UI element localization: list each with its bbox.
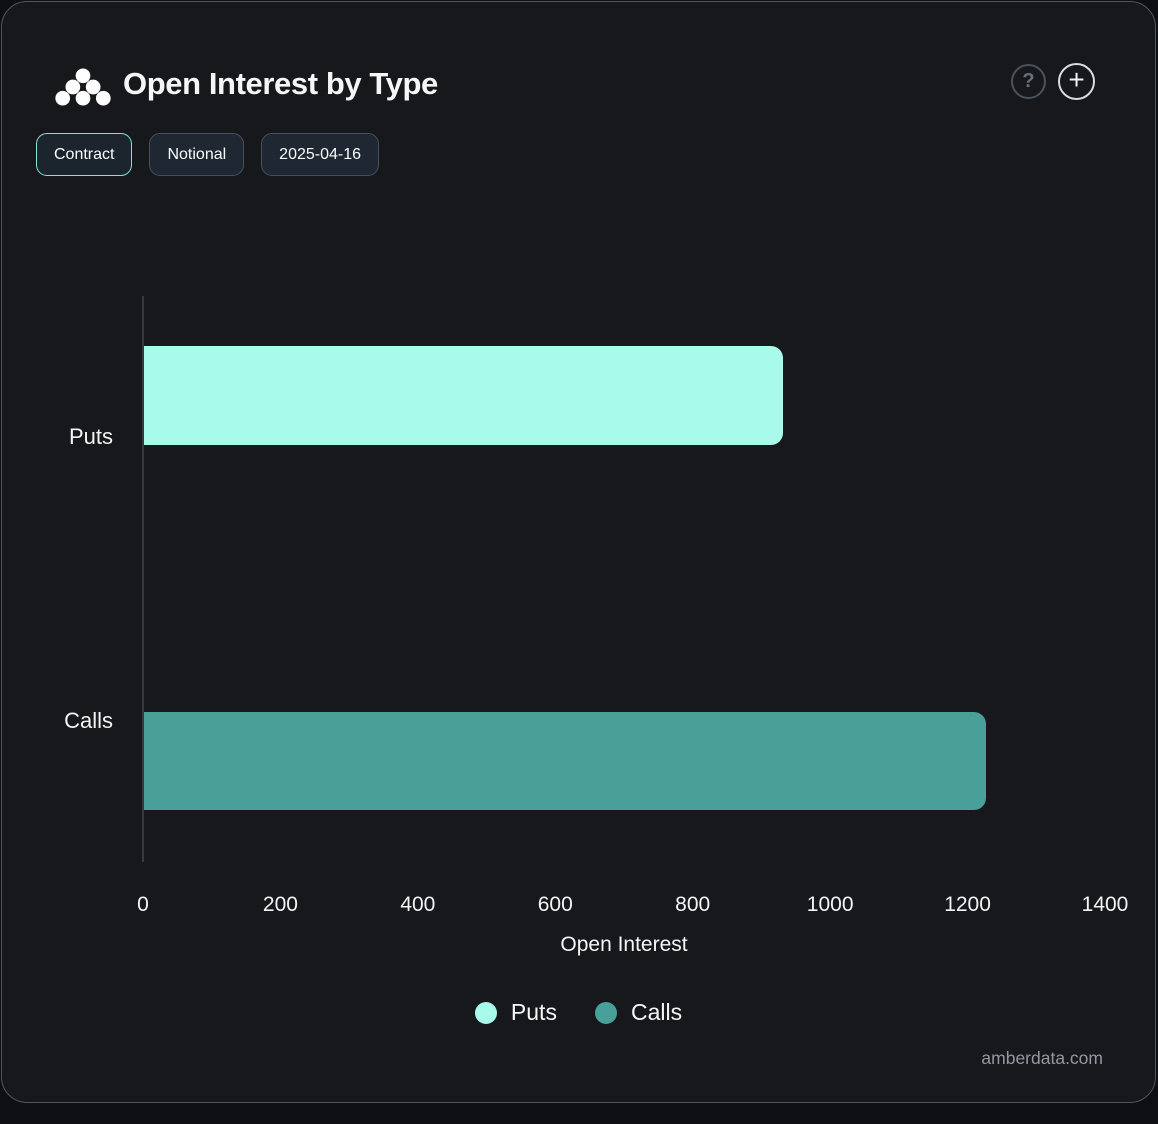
x-tick-600: 600 <box>537 893 573 916</box>
toggle-contract[interactable]: Contract <box>36 133 133 176</box>
x-axis-ticks: 0 200 400 600 800 1000 1200 1400 <box>137 893 1128 923</box>
page-title: Open Interest by Type <box>123 66 438 101</box>
chart-card: Open Interest by Type ? + Contract Notio… <box>1 1 1156 1103</box>
x-tick-800: 800 <box>675 893 711 916</box>
legend-item-puts[interactable]: Puts <box>474 999 557 1026</box>
y-tick-calls: Calls <box>64 708 113 733</box>
x-tick-0: 0 <box>137 893 149 916</box>
y-axis-labels: Puts Calls <box>2 296 113 862</box>
help-glyph: ? <box>1022 70 1035 92</box>
legend-item-calls[interactable]: Calls <box>594 999 683 1026</box>
x-tick-1400: 1400 <box>1081 893 1129 916</box>
x-axis-title: Open Interest <box>560 933 688 956</box>
amberdata-logo-icon <box>55 68 111 106</box>
toolbar: Contract Notional 2025-04-16 <box>36 133 380 176</box>
x-tick-400: 400 <box>400 893 436 916</box>
plot-area <box>142 296 1106 862</box>
legend-swatch-puts-icon <box>474 1001 497 1024</box>
legend-swatch-calls-icon <box>594 1001 617 1024</box>
toggle-notional[interactable]: Notional <box>149 133 245 176</box>
date-selector[interactable]: 2025-04-16 <box>261 133 380 176</box>
help-icon[interactable]: ? <box>1011 64 1046 99</box>
bar-puts[interactable] <box>144 346 784 445</box>
bar-calls[interactable] <box>144 712 986 810</box>
x-tick-200: 200 <box>262 893 298 916</box>
legend-label-calls: Calls <box>630 999 683 1025</box>
add-icon[interactable]: + <box>1058 63 1095 100</box>
x-tick-1200: 1200 <box>944 893 991 916</box>
legend: Puts Calls <box>2 999 1155 1026</box>
legend-label-puts: Puts <box>510 999 557 1025</box>
y-tick-puts: Puts <box>68 424 113 449</box>
watermark: amberdata.com <box>981 1048 1103 1068</box>
x-tick-1000: 1000 <box>806 893 854 916</box>
